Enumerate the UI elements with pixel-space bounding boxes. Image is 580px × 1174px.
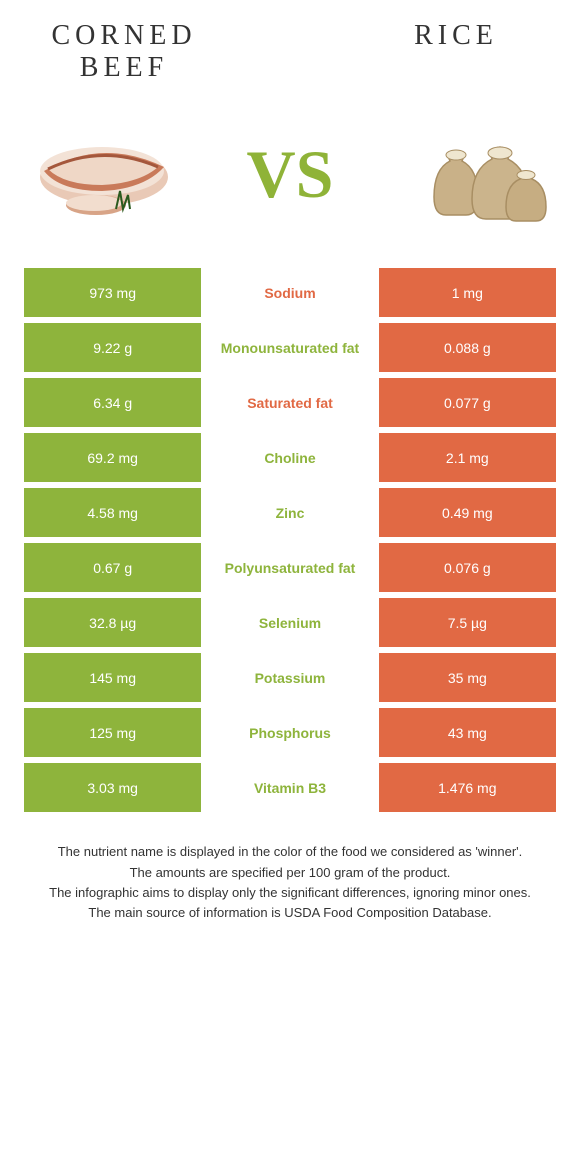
footnote-line: The infographic aims to display only the… bbox=[30, 883, 550, 903]
left-food-title: CORNED BEEF bbox=[24, 20, 224, 84]
left-value: 973 mg bbox=[24, 268, 201, 317]
hero-row: VS bbox=[24, 114, 556, 234]
left-value: 9.22 g bbox=[24, 323, 201, 372]
right-value: 43 mg bbox=[379, 708, 556, 757]
right-value: 0.076 g bbox=[379, 543, 556, 592]
table-row: 0.67 gPolyunsaturated fat0.076 g bbox=[24, 543, 556, 592]
right-value: 0.49 mg bbox=[379, 488, 556, 537]
vs-label: VS bbox=[247, 140, 334, 208]
nutrient-name: Polyunsaturated fat bbox=[201, 543, 378, 592]
table-row: 3.03 mgVitamin B31.476 mg bbox=[24, 763, 556, 812]
nutrient-name: Saturated fat bbox=[201, 378, 378, 427]
table-row: 145 mgPotassium35 mg bbox=[24, 653, 556, 702]
nutrient-name: Potassium bbox=[201, 653, 378, 702]
left-value: 32.8 µg bbox=[24, 598, 201, 647]
table-row: 32.8 µgSelenium7.5 µg bbox=[24, 598, 556, 647]
nutrient-name: Monounsaturated fat bbox=[201, 323, 378, 372]
right-value: 7.5 µg bbox=[379, 598, 556, 647]
left-value: 4.58 mg bbox=[24, 488, 201, 537]
table-row: 973 mgSodium1 mg bbox=[24, 268, 556, 317]
table-row: 125 mgPhosphorus43 mg bbox=[24, 708, 556, 757]
nutrient-name: Vitamin B3 bbox=[201, 763, 378, 812]
table-row: 6.34 gSaturated fat0.077 g bbox=[24, 378, 556, 427]
table-row: 69.2 mgCholine2.1 mg bbox=[24, 433, 556, 482]
nutrient-table: 973 mgSodium1 mg 9.22 gMonounsaturated fa… bbox=[24, 268, 556, 812]
food-titles: CORNED BEEF RICE bbox=[24, 20, 556, 84]
right-value: 1.476 mg bbox=[379, 763, 556, 812]
right-food-title: RICE bbox=[356, 20, 556, 52]
left-food-title-line2: BEEF bbox=[80, 52, 168, 83]
left-food-title-line1: CORNED bbox=[51, 20, 196, 51]
left-value: 69.2 mg bbox=[24, 433, 201, 482]
right-value: 35 mg bbox=[379, 653, 556, 702]
footnote-line: The main source of information is USDA F… bbox=[30, 903, 550, 923]
nutrient-name: Choline bbox=[201, 433, 378, 482]
left-value: 0.67 g bbox=[24, 543, 201, 592]
corned-beef-icon bbox=[24, 119, 194, 229]
footnote-line: The nutrient name is displayed in the co… bbox=[30, 842, 550, 862]
table-row: 9.22 gMonounsaturated fat0.088 g bbox=[24, 323, 556, 372]
nutrient-name: Sodium bbox=[201, 268, 378, 317]
left-value: 125 mg bbox=[24, 708, 201, 757]
left-value: 3.03 mg bbox=[24, 763, 201, 812]
right-value: 1 mg bbox=[379, 268, 556, 317]
table-row: 4.58 mgZinc0.49 mg bbox=[24, 488, 556, 537]
left-value: 6.34 g bbox=[24, 378, 201, 427]
right-value: 0.077 g bbox=[379, 378, 556, 427]
right-value: 2.1 mg bbox=[379, 433, 556, 482]
nutrient-name: Zinc bbox=[201, 488, 378, 537]
footnotes: The nutrient name is displayed in the co… bbox=[24, 842, 556, 923]
footnote-line: The amounts are specified per 100 gram o… bbox=[30, 863, 550, 883]
nutrient-name: Selenium bbox=[201, 598, 378, 647]
left-value: 145 mg bbox=[24, 653, 201, 702]
right-value: 0.088 g bbox=[379, 323, 556, 372]
nutrient-name: Phosphorus bbox=[201, 708, 378, 757]
rice-sacks-icon bbox=[386, 119, 556, 229]
